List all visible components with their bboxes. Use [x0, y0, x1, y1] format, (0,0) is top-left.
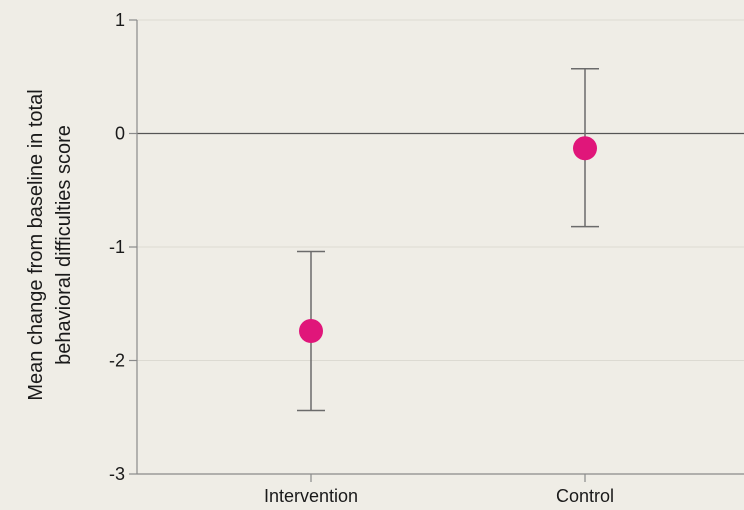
x-tick-label-control: Control — [556, 486, 614, 506]
y-axis-title-line-2: behavioral difficulties score — [53, 125, 75, 365]
x-tick-label-intervention: Intervention — [264, 486, 358, 506]
data-marks — [297, 68, 599, 412]
axes — [129, 19, 744, 482]
y-tick-label: -2 — [109, 351, 125, 371]
data-point-control — [573, 136, 597, 161]
x-axis-tick-labels: Intervention Control — [264, 486, 614, 506]
y-tick-label: 1 — [115, 10, 125, 30]
data-point-intervention — [299, 318, 323, 343]
gridlines — [137, 19, 744, 361]
y-axis-tick-labels: 1 0 -1 -2 -3 — [109, 10, 125, 484]
y-tick-label: -3 — [109, 464, 125, 484]
y-tick-label: -1 — [109, 237, 125, 257]
y-tick-label: 0 — [115, 124, 125, 144]
y-axis-title-line-1: Mean change from baseline in total — [25, 89, 47, 400]
